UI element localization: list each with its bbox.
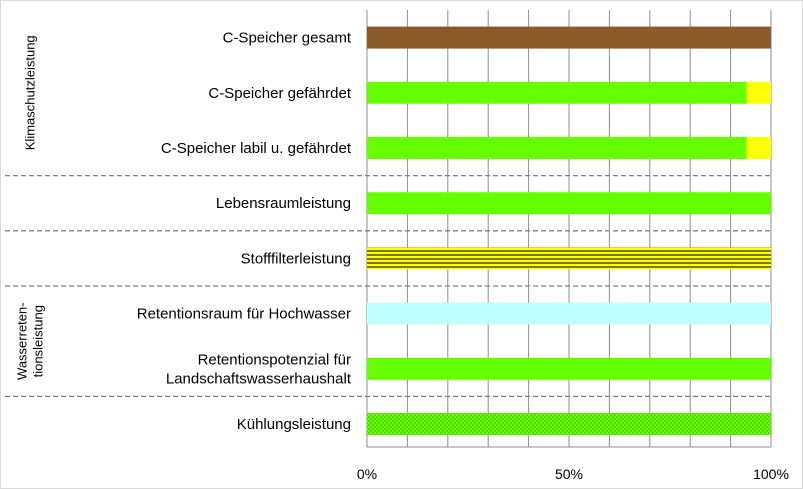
bar-segment — [367, 413, 771, 435]
category-label: C-Speicher gesamt — [223, 30, 352, 47]
x-tick-label: 100% — [753, 466, 789, 482]
group-label: tionsleistung — [30, 305, 45, 377]
category-label: Landschaftswasserhaushalt — [166, 370, 352, 387]
bar-segment — [746, 81, 771, 104]
bar-segment — [367, 357, 771, 380]
bar-segment — [367, 302, 771, 325]
group-label: Klimaschutzleistung — [22, 35, 37, 150]
labels-layer: 0% 50% 100% C-Speicher gesamt C-Speicher gef… — [14, 30, 788, 482]
bar-segment — [367, 26, 771, 49]
bar-segment — [367, 81, 747, 104]
category-label: Kühlungsleistung — [237, 416, 351, 433]
bar-segment — [746, 137, 771, 159]
group-label: Wasserreten- — [14, 302, 29, 380]
category-label: Retentionspotenzial für — [198, 351, 351, 368]
category-label: C-Speicher labil u. gefährdet — [161, 140, 352, 157]
bars-layer — [367, 26, 771, 435]
bar-segment — [367, 247, 771, 270]
x-tick-label: 0% — [357, 466, 377, 482]
category-label: Lebensraumleistung — [216, 195, 351, 212]
category-label: Stofffilterleistung — [241, 250, 351, 267]
bar-segment — [367, 137, 747, 159]
category-label: C-Speicher gefährdet — [208, 85, 351, 102]
x-tick-label: 50% — [555, 466, 583, 482]
bar-segment — [367, 192, 771, 215]
category-label: Retentionsraum für Hochwasser — [137, 306, 351, 323]
